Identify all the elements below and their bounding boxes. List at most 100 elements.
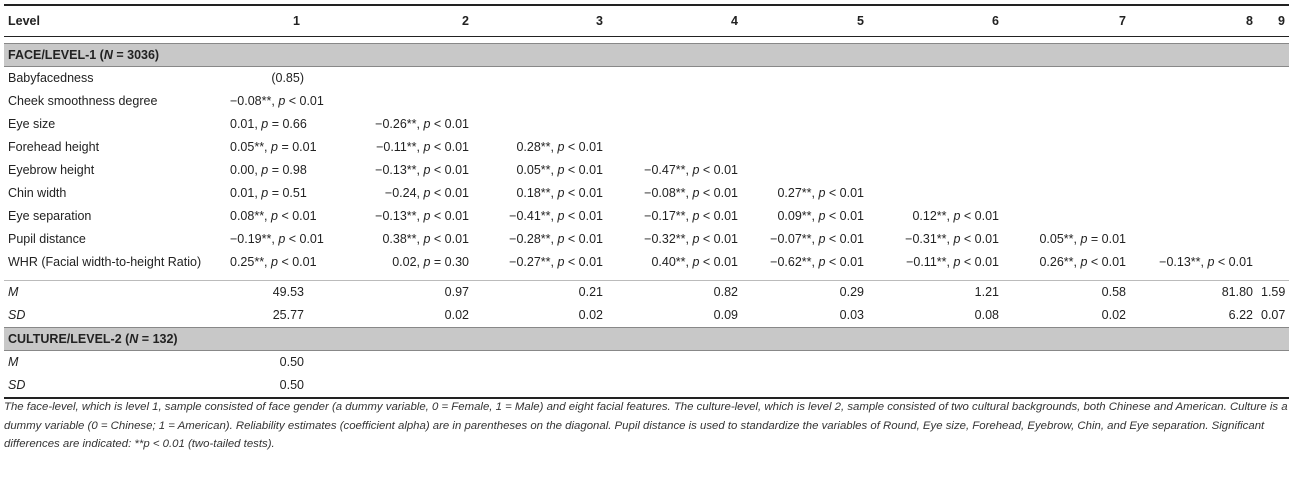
table-cell: −0.08**, p < 0.01 <box>644 186 738 200</box>
table-cell: 0.02 <box>444 308 469 322</box>
table-cell: 0.29 <box>742 280 868 304</box>
table-cell: 0.03 <box>839 308 864 322</box>
table-cell: 1.21 <box>868 280 1003 304</box>
table-cell: 25.77 <box>272 308 304 322</box>
table-cell: 0.02 <box>1101 308 1126 322</box>
table-cell <box>1257 136 1289 159</box>
table-cell <box>742 113 868 136</box>
table-footnote: The face-level, which is level 1, sample… <box>4 401 1288 450</box>
table-cell <box>868 113 1003 136</box>
table-cell: 0.01, p = 0.66 <box>230 117 307 131</box>
row-label: WHR (Facial width-to-height Ratio) <box>8 255 202 269</box>
table-cell <box>607 351 742 375</box>
section-culture-level: CULTURE/LEVEL-2 (N = 132) <box>4 327 1289 351</box>
header-col: 6 <box>868 4 1003 37</box>
table-cell: −0.62**, p < 0.01 <box>770 255 864 269</box>
table-cell <box>742 159 868 182</box>
table-cell <box>304 90 473 113</box>
correlation-table: Level 1 2 3 4 5 6 7 8 9 FACE/LEVEL-1 (N … <box>4 4 1289 399</box>
table-cell: 0.02, p = 0.30 <box>392 255 469 269</box>
table-cell <box>304 374 473 399</box>
table-cell <box>1130 136 1257 159</box>
table-cell <box>742 136 868 159</box>
table-cell <box>868 374 1003 399</box>
table-cell: −0.11**, p < 0.01 <box>376 140 469 154</box>
section-face-level: FACE/LEVEL-1 (N = 3036) <box>4 43 1289 67</box>
row-label: Eyebrow height <box>8 163 95 177</box>
header-row: Level 1 2 3 4 5 6 7 8 9 <box>4 4 1289 37</box>
row-label: Babyfacedness <box>8 71 94 85</box>
row-label: Cheek smoothness degree <box>8 94 158 108</box>
table-cell <box>1130 67 1257 91</box>
table-cell <box>1003 159 1130 182</box>
row-label: Pupil distance <box>8 232 86 246</box>
table-cell: 0.40**, p < 0.01 <box>651 255 738 269</box>
table-cell: 0.97 <box>304 280 473 304</box>
section-title: FACE/LEVEL-1 (N = 3036) <box>4 43 1289 67</box>
table-cell: −0.24, p < 0.01 <box>384 186 469 200</box>
table-cell: 0.18**, p < 0.01 <box>516 186 603 200</box>
table-cell <box>1003 182 1130 205</box>
table-cell <box>742 90 868 113</box>
table-cell: −0.13**, p < 0.01 <box>375 209 469 223</box>
table-cell <box>1003 67 1130 91</box>
table-cell <box>742 374 868 399</box>
table-cell: 0.09 <box>713 308 738 322</box>
table-cell: 0.27**, p < 0.01 <box>777 186 864 200</box>
table-cell: −0.13**, p < 0.01 <box>1159 255 1253 269</box>
table-cell <box>1130 90 1257 113</box>
row-label: Eye separation <box>8 209 92 223</box>
table-cell <box>868 159 1003 182</box>
row-label: SD <box>4 374 226 399</box>
header-col: 8 <box>1130 4 1257 37</box>
table-cell: 0.82 <box>607 280 742 304</box>
table-cell: 0.25**, p < 0.01 <box>230 255 317 269</box>
row-label: M <box>4 280 226 304</box>
row-label: SD <box>8 308 26 322</box>
table-cell: −0.11**, p < 0.01 <box>906 255 999 269</box>
table-cell <box>868 67 1003 91</box>
table-cell <box>868 90 1003 113</box>
table-cell: −0.19**, p < 0.01 <box>230 232 324 246</box>
table-cell <box>868 182 1003 205</box>
table-cell <box>473 90 607 113</box>
table-cell: 0.12**, p < 0.01 <box>912 209 999 223</box>
table-cell <box>1257 374 1289 399</box>
table-cell <box>1130 182 1257 205</box>
table-cell: −0.17**, p < 0.01 <box>644 209 738 223</box>
table-cell: 0.58 <box>1003 280 1130 304</box>
table-cell <box>607 67 742 91</box>
table-cell: 0.00, p = 0.98 <box>230 163 307 177</box>
row-label: Chin width <box>8 186 67 200</box>
table-cell <box>1130 228 1257 251</box>
table-cell <box>607 113 742 136</box>
table-row: Eyebrow height 0.00, p = 0.98 −0.13**, p <… <box>4 159 1289 182</box>
table-cell <box>1003 136 1130 159</box>
table-row: WHR (Facial width-to-height Ratio) 0.25**… <box>4 251 1289 274</box>
table-row: Forehead height 0.05**, p = 0.01 −0.11**, … <box>4 136 1289 159</box>
table-cell: 0.08 <box>974 308 999 322</box>
table-cell <box>1257 205 1289 228</box>
table-cell: 0.07 <box>1261 308 1286 322</box>
row-label: Eye size <box>8 117 56 131</box>
header-col: 3 <box>473 4 607 37</box>
table-cell: 0.50 <box>226 374 304 399</box>
section-title: CULTURE/LEVEL-2 (N = 132) <box>4 327 1289 351</box>
row-label: M <box>8 355 19 369</box>
table-cell: 0.08**, p < 0.01 <box>230 209 317 223</box>
table-cell: 0.38**, p < 0.01 <box>382 232 469 246</box>
table-cell <box>473 113 607 136</box>
table-cell <box>1003 374 1130 399</box>
header-col: 2 <box>304 4 473 37</box>
table-row: Cheek smoothness degree −0.08**, p < 0.01 <box>4 90 1289 113</box>
table-row: Eye separation 0.08**, p < 0.01 −0.13**, p… <box>4 205 1289 228</box>
table-cell <box>1257 351 1289 375</box>
table-row: Babyfacedness (0.85) <box>4 67 1289 91</box>
table-cell: 0.21 <box>473 280 607 304</box>
table-cell: (0.85) <box>271 71 304 85</box>
table-cell <box>607 136 742 159</box>
table-row: Chin width 0.01, p = 0.51 −0.24, p < 0.01 0… <box>4 182 1289 205</box>
table-row: M 0.50 <box>4 351 1289 375</box>
table-cell <box>304 351 473 375</box>
